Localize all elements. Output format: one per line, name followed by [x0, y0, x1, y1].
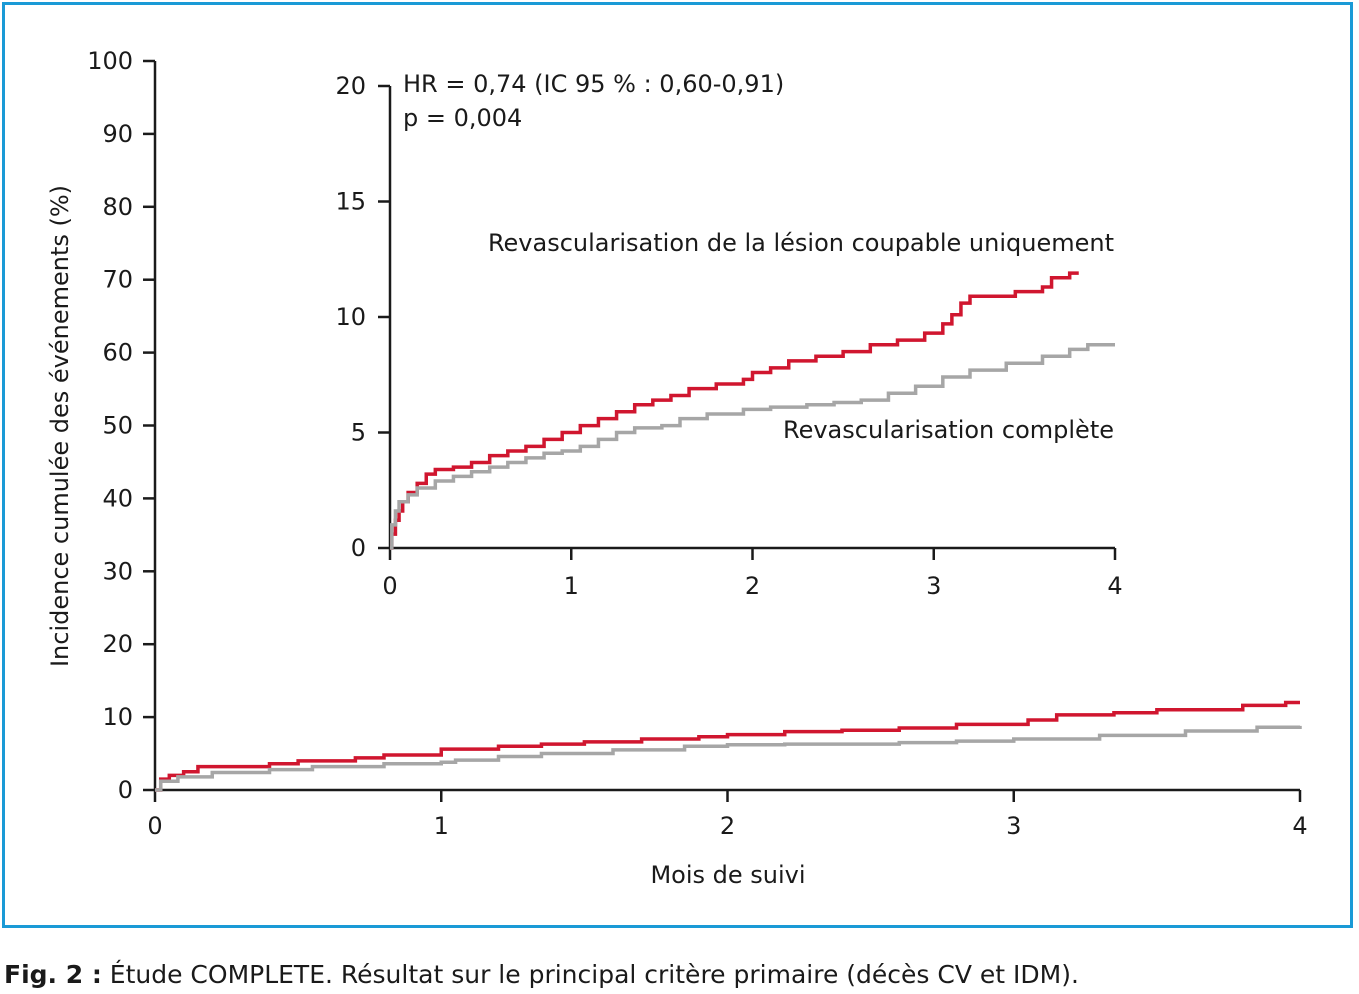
- main-y-tick-label: 100: [87, 47, 133, 75]
- inset-plot: 0 5 10 15 20 0 1 2 3 4: [335, 72, 1122, 600]
- hazard-ratio-annotation: HR = 0,74 (IC 95 % : 0,60-0,91): [403, 70, 784, 98]
- main-series-culprit-only-line: [155, 700, 1300, 792]
- main-y-tick-label: 0: [118, 776, 133, 804]
- main-x-tick-label: 1: [434, 812, 449, 840]
- inset-y-tick-label: 10: [335, 303, 366, 331]
- inset-y-tick-label: 0: [351, 534, 366, 562]
- main-x-axis-label: Mois de suivi: [650, 861, 805, 889]
- figure-caption: Fig. 2 : Étude COMPLETE. Résultat sur le…: [4, 960, 1079, 989]
- series-label-complete: Revascularisation complète: [783, 416, 1114, 444]
- inset-x-tick-label: 1: [564, 572, 579, 600]
- main-y-tick-label: 30: [102, 557, 133, 585]
- main-y-tick-label: 70: [102, 266, 133, 294]
- caption-label: Fig. 2 :: [4, 960, 102, 989]
- main-y-tick-label: 80: [102, 193, 133, 221]
- main-y-tick-label: 60: [102, 339, 133, 367]
- series-label-culprit-only: Revascularisation de la lésion coupable …: [488, 229, 1114, 257]
- main-x-tick-label: 2: [720, 812, 735, 840]
- main-y-tick-label: 40: [102, 484, 133, 512]
- inset-series-complete-line: [390, 342, 1115, 550]
- inset-x-tick-label: 0: [382, 572, 397, 600]
- inset-series-culprit-only-line: [390, 271, 1079, 550]
- inset-x-tick-label: 3: [926, 572, 941, 600]
- main-series-complete-line: [155, 725, 1302, 792]
- main-y-tick-label: 10: [102, 703, 133, 731]
- main-y-axis-label: Incidence cumulée des événements (%): [46, 185, 74, 667]
- inset-y-tick-label: 5: [351, 419, 366, 447]
- inset-y-tick-label: 20: [335, 72, 366, 100]
- main-y-tick-label: 50: [102, 412, 133, 440]
- main-y-tick-label: 20: [102, 630, 133, 658]
- main-x-tick-label: 3: [1006, 812, 1021, 840]
- caption-text: Étude COMPLETE. Résultat sur le principa…: [101, 960, 1079, 989]
- figure-frame: [2, 2, 1353, 928]
- main-y-tick-label: 90: [102, 120, 133, 148]
- inset-x-tick-label: 2: [745, 572, 760, 600]
- main-x-tick-label: 4: [1292, 812, 1307, 840]
- p-value-annotation: p = 0,004: [403, 104, 522, 132]
- inset-x-tick-label: 4: [1107, 572, 1122, 600]
- main-x-tick-label: 0: [147, 812, 162, 840]
- inset-y-tick-label: 15: [335, 188, 366, 216]
